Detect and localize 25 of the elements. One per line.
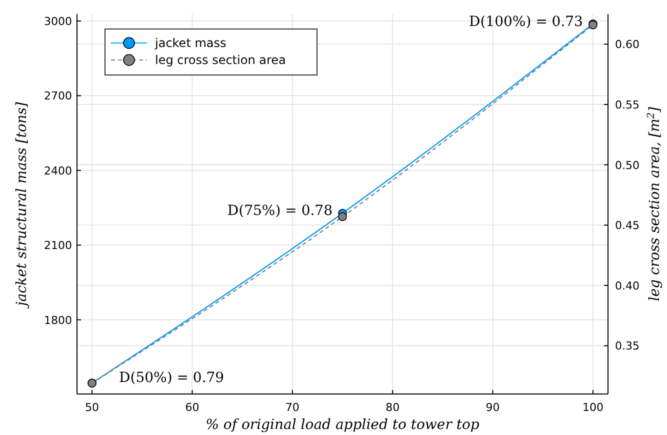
y-axis-title: jacket structural mass [tons] xyxy=(14,101,30,309)
y-tick-label: 3000 xyxy=(44,14,72,28)
y2-tick-label: 0.35 xyxy=(615,340,640,353)
y2-tick-label: 0.40 xyxy=(615,279,640,292)
x-tick-label: 70 xyxy=(285,401,300,414)
point xyxy=(338,212,347,222)
y2-tick-label: 0.55 xyxy=(615,98,640,112)
x-tick-label: 90 xyxy=(486,401,500,414)
legend-label: leg cross section area xyxy=(155,53,286,67)
y-tick-label: 2100 xyxy=(44,239,72,252)
y-tick-label: 2700 xyxy=(44,90,72,103)
annotation: D(50%) = 0.79 xyxy=(119,370,224,386)
legend-label: jacket mass xyxy=(154,36,226,50)
y-tick-label: 1800 xyxy=(44,314,72,327)
annotation: D(75%) = 0.78 xyxy=(227,203,332,220)
annotation: D(100%) = 0.73 xyxy=(468,14,583,30)
x-tick-label: 80 xyxy=(386,401,400,414)
y2-tick-label: 0.45 xyxy=(615,219,640,232)
x-tick-label: 60 xyxy=(185,401,200,414)
y-tick-label: 2400 xyxy=(44,164,72,178)
y2-tick-label: 0.60 xyxy=(615,38,640,52)
x-axis-title: % of original load applied to tower top xyxy=(206,417,480,433)
x-tick-label: 50 xyxy=(85,401,100,414)
x-tick-label: 100 xyxy=(582,401,604,414)
y2-tick-label: 0.50 xyxy=(615,158,640,172)
